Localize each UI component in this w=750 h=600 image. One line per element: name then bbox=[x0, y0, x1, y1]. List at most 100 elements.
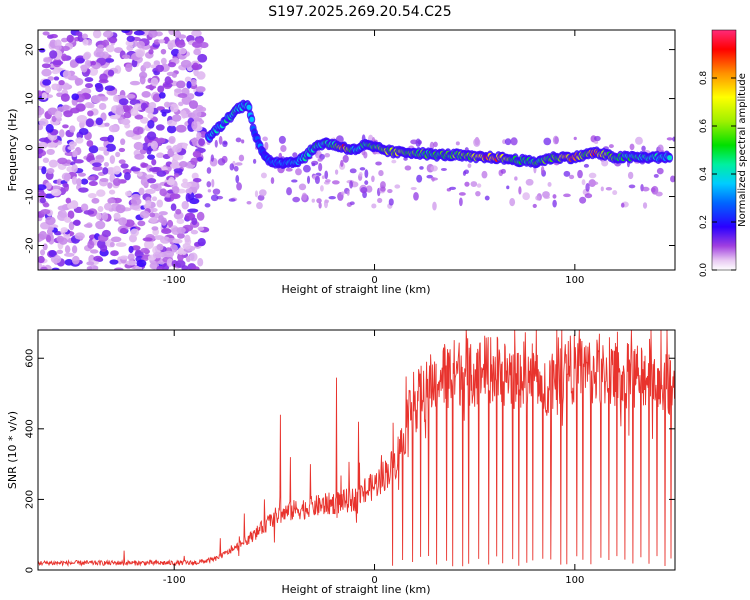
spectrogram-noise-cell bbox=[136, 259, 147, 268]
spectrogram-noise-cell bbox=[197, 258, 204, 267]
spectrogram-noise-cell bbox=[166, 258, 173, 268]
spectrogram-noise-cell bbox=[174, 88, 183, 93]
spectrogram-noise-cell bbox=[190, 79, 197, 87]
spectrogram-noise-cell bbox=[371, 203, 377, 209]
spectrogram-noise-cell bbox=[349, 168, 357, 174]
spectrogram-xlabel: Height of straight line (km) bbox=[281, 283, 430, 296]
snr-axis-ticks: -100 0 100 0 200 400 600 bbox=[25, 330, 675, 586]
spectrogram-noise-cell bbox=[552, 199, 557, 208]
spectrogram-noise-cell bbox=[41, 166, 47, 175]
spectrogram-noise-cell bbox=[585, 182, 590, 192]
spectrogram-noise-cell bbox=[160, 57, 167, 65]
spectrogram-noise-cell bbox=[642, 202, 648, 209]
spectrogram-noise-cell bbox=[120, 118, 131, 125]
spectrogram-noise-cell bbox=[75, 57, 85, 64]
spectrogram-noise-cell bbox=[71, 176, 78, 185]
spectrogram-noise-cell bbox=[102, 30, 114, 38]
spectrogram-noise-cell bbox=[169, 193, 181, 200]
spectrogram-noise-cell bbox=[155, 64, 165, 73]
spectrogram-heatmap bbox=[38, 30, 675, 270]
spectrogram-noise-cell bbox=[161, 228, 172, 235]
spectrogram-noise-cell bbox=[233, 165, 239, 172]
spectrogram-noise-cell bbox=[86, 266, 93, 270]
spectrogram-noise-cell bbox=[552, 194, 557, 199]
spectrogram-noise-cell bbox=[458, 192, 466, 196]
spectrogram-noise-cell bbox=[196, 131, 202, 139]
spectrogram-noise-cell bbox=[143, 61, 152, 69]
spectrogram-noise-cell bbox=[280, 144, 287, 153]
spectrogram-noise-cell bbox=[410, 186, 417, 191]
spectrogram-noise-cell bbox=[532, 203, 537, 208]
spectrogram-noise-cell bbox=[178, 161, 188, 168]
spectrogram-noise-cell bbox=[69, 60, 78, 69]
spectrogram-noise-cell bbox=[204, 203, 211, 208]
colorbar-tick-label: 0.0 bbox=[699, 263, 709, 278]
spectrogram-noise-cell bbox=[228, 198, 236, 202]
spectrogram-noise-cell bbox=[109, 155, 116, 164]
spectrogram-noise-cell bbox=[142, 237, 153, 242]
spectrogram-noise-cell bbox=[211, 178, 215, 188]
spectrogram-noise-cell bbox=[176, 80, 186, 89]
spectrogram-noise-cell bbox=[61, 45, 70, 51]
spectrogram-noise-cell bbox=[380, 181, 386, 189]
spectrogram-noise-cell bbox=[150, 77, 159, 87]
spectrogram-noise-cell bbox=[176, 226, 186, 234]
spectrogram-noise-cell bbox=[190, 157, 198, 166]
spectrogram-noise-cell bbox=[600, 186, 604, 192]
spectrogram-noise-cell bbox=[270, 177, 275, 184]
spectrogram-noise-cell bbox=[97, 44, 104, 49]
spectrogram-noise-cell bbox=[655, 191, 663, 197]
spectrogram-noise-cell bbox=[340, 159, 344, 167]
spectrogram-noise-cell bbox=[318, 202, 322, 209]
spectrogram-noise-cell bbox=[50, 188, 62, 197]
spectrogram-noise-cell bbox=[68, 221, 75, 231]
spectrogram-noise-cell bbox=[207, 189, 212, 193]
spectrogram-noise-cell bbox=[120, 163, 129, 169]
spectrogram-noise-cell bbox=[543, 137, 552, 146]
spectrogram-noise-cell bbox=[217, 158, 226, 166]
spectrogram-noise-cell bbox=[323, 199, 329, 209]
spectrogram-noise-cell bbox=[134, 153, 145, 160]
spectrogram-noise-cell bbox=[130, 228, 139, 237]
spectrogram-noise-cell bbox=[133, 141, 144, 151]
spectrogram-noise-cell bbox=[82, 38, 89, 46]
spectrogram-noise-cell bbox=[97, 206, 104, 213]
spectrogram-noise-cell bbox=[540, 166, 545, 175]
spectrogram-noise-cell bbox=[64, 216, 72, 223]
spectrogram-noise-cell bbox=[51, 83, 60, 91]
spectrogram-xtick-label: -100 bbox=[163, 275, 186, 286]
spectrogram-noise-cell bbox=[118, 217, 127, 226]
spectrogram-noise-cell bbox=[151, 158, 157, 166]
spectrogram-noise-cell bbox=[394, 184, 401, 189]
spectrogram-noise-cell bbox=[156, 170, 167, 177]
spectrogram-noise-cell bbox=[156, 199, 164, 208]
spectrogram-noise-cell bbox=[262, 136, 268, 142]
spectrogram-noise-cell bbox=[87, 193, 97, 199]
spectrogram-noise-cell bbox=[81, 33, 89, 39]
spectrogram-noise-cell bbox=[199, 41, 209, 49]
spectrogram-noise-cell bbox=[84, 77, 94, 83]
spectrogram-noise-cell bbox=[149, 212, 156, 218]
spectrogram-noise-cell bbox=[171, 114, 182, 122]
spectrogram-noise-cell bbox=[140, 177, 150, 187]
spectrogram-noise-cell bbox=[196, 156, 203, 162]
spectrogram-noise-cell bbox=[360, 186, 368, 194]
spectrogram-noise-cell bbox=[103, 162, 110, 167]
spectrogram-noise-cell bbox=[43, 57, 53, 63]
spectrogram-noise-cell bbox=[73, 159, 84, 164]
spectrogram-noise-cell bbox=[175, 259, 186, 268]
spectrogram-ridge-cell bbox=[249, 116, 255, 122]
spectrogram-noise-cell bbox=[191, 266, 200, 270]
spectrogram-noise-cell bbox=[342, 154, 349, 163]
figure-title: S197.2025.269.20.54.C25 bbox=[268, 4, 451, 20]
spectrogram-noise-cell bbox=[324, 153, 331, 158]
spectrogram-xtick-label: 0 bbox=[371, 275, 377, 286]
spectrogram-noise-cell bbox=[126, 94, 136, 99]
colorbar-label: Normalized spectral amplitude bbox=[737, 73, 748, 227]
snr-ylabel: SNR (10 * v/v) bbox=[6, 411, 19, 489]
spectrogram-noise-cell bbox=[67, 202, 74, 210]
spectrogram-noise-cell bbox=[105, 44, 115, 53]
spectrogram-noise-cell bbox=[177, 247, 185, 255]
spectrogram-ytick-label: 20 bbox=[25, 43, 36, 56]
